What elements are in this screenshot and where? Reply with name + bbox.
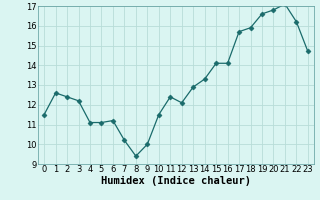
X-axis label: Humidex (Indice chaleur): Humidex (Indice chaleur) xyxy=(101,176,251,186)
